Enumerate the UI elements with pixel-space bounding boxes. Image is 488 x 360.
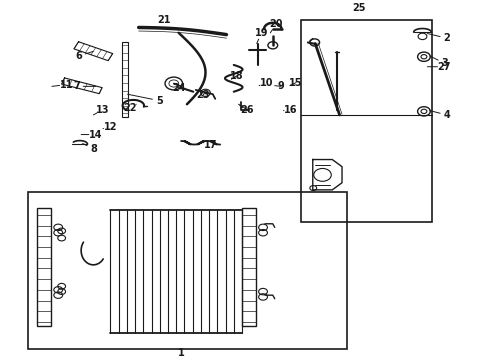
Text: 22: 22 <box>123 103 136 113</box>
Text: 25: 25 <box>352 3 365 13</box>
Text: 21: 21 <box>157 15 170 25</box>
Text: 10: 10 <box>259 78 273 88</box>
Text: 5: 5 <box>156 96 162 105</box>
Text: 26: 26 <box>240 104 253 114</box>
Bar <box>122 42 128 117</box>
Text: 6: 6 <box>75 51 82 61</box>
Text: 1: 1 <box>177 348 184 358</box>
Text: 19: 19 <box>254 28 268 38</box>
Text: 14: 14 <box>89 130 102 140</box>
Text: 11: 11 <box>60 80 73 90</box>
Text: 13: 13 <box>96 104 110 114</box>
Text: 17: 17 <box>203 140 217 150</box>
Text: 24: 24 <box>172 83 185 93</box>
Text: 9: 9 <box>277 81 284 91</box>
Text: 15: 15 <box>288 78 302 88</box>
Text: 16: 16 <box>284 104 297 114</box>
Text: 3: 3 <box>440 58 447 68</box>
Text: 18: 18 <box>230 71 244 81</box>
Text: 12: 12 <box>103 122 117 132</box>
Text: 27: 27 <box>437 62 450 72</box>
Text: 2: 2 <box>443 33 449 43</box>
Bar <box>300 20 431 222</box>
Text: 4: 4 <box>443 110 449 120</box>
Bar <box>37 208 51 325</box>
Text: 20: 20 <box>269 19 283 29</box>
Bar <box>242 208 255 325</box>
Text: 7: 7 <box>73 81 80 91</box>
Bar <box>27 192 346 349</box>
Text: 8: 8 <box>90 144 97 154</box>
Text: 23: 23 <box>196 90 209 100</box>
